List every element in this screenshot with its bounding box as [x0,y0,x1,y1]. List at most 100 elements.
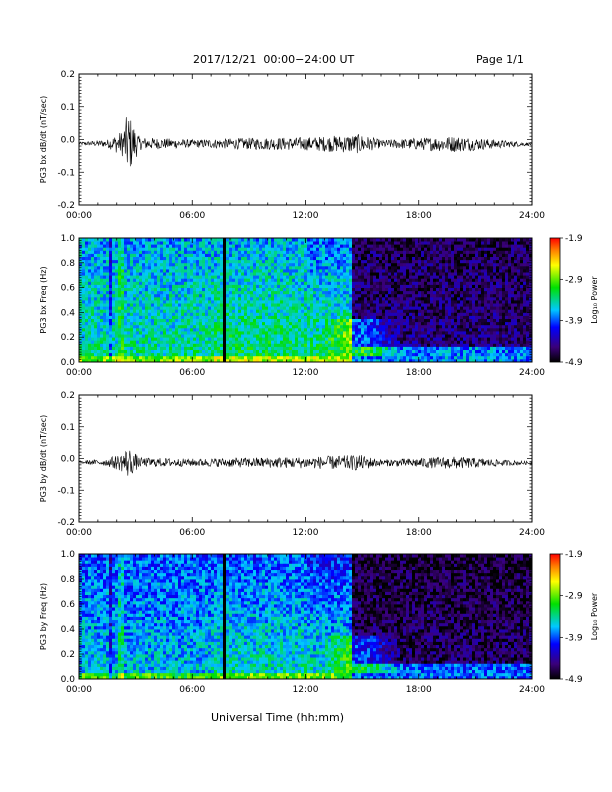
heatmap-cell [271,275,275,279]
heatmap-cell [163,358,167,363]
heatmap-cell [325,278,329,282]
heatmap-cell [172,253,176,257]
heatmap-cell [289,250,293,254]
heatmap-cell [268,259,272,264]
heatmap-cell [82,303,86,307]
heatmap-cell [433,355,437,360]
heatmap-cell [148,244,152,248]
heatmap-cell [142,244,146,248]
heatmap-cell [352,303,356,307]
heatmap-cell [208,272,212,276]
heatmap-cell [244,337,248,341]
heatmap-cell [193,321,197,326]
heatmap-cell [190,269,194,273]
heatmap-cell [349,272,353,276]
heatmap-cell [172,293,176,298]
heatmap-cell [193,250,197,254]
heatmap-cell [274,300,278,304]
heatmap-cell [100,250,104,254]
heatmap-cell [187,256,191,261]
heatmap-cell [340,247,344,251]
heatmap-cell [166,309,170,313]
heatmap-cell [157,312,161,316]
heatmap-cell [271,293,275,298]
heatmap-cell [382,287,386,292]
heatmap-cell [313,241,317,245]
heatmap-cell [79,259,83,264]
heatmap-cell [370,284,374,288]
heatmap-cell [370,355,374,360]
heatmap-cell [166,340,170,344]
heatmap-cell [124,309,128,313]
heatmap-cell [316,312,320,316]
heatmap-cell [217,241,221,245]
heatmap-cell [283,265,287,270]
heatmap-cell [397,278,401,282]
heatmap-cell [160,241,164,245]
heatmap-cell [226,303,230,307]
heatmap-cell [334,331,338,335]
heatmap-cell [211,262,215,267]
heatmap-cell [370,281,374,285]
heatmap-cell [427,343,431,347]
heatmap-cell [136,334,140,338]
heatmap-cell [112,349,116,354]
heatmap-cell [325,241,329,245]
heatmap-cell [379,253,383,257]
heatmap-cell [241,321,245,326]
heatmap-cell [358,284,362,288]
heatmap-cell [220,244,224,248]
heatmap-cell [370,293,374,298]
heatmap-cell [265,346,269,350]
heatmap-cell [235,358,239,363]
heatmap-cell [367,284,371,288]
heatmap-cell [301,278,305,282]
heatmap-cell [163,349,167,354]
heatmap-cell [277,303,281,307]
heatmap-cell [85,318,89,323]
heatmap-cell [106,247,110,251]
heatmap-cell [124,321,128,326]
heatmap-cell [208,340,212,344]
heatmap-cell [253,250,257,254]
heatmap-cell [223,309,227,313]
heatmap-cell [157,278,161,282]
heatmap-cell [142,265,146,270]
heatmap-cell [382,352,386,357]
heatmap-cell [385,244,389,248]
heatmap-cell [406,358,410,363]
heatmap-cell [124,269,128,273]
heatmap-cell [322,331,326,335]
heatmap-cell [226,343,230,347]
heatmap-cell [94,303,98,307]
heatmap-cell [247,337,251,341]
heatmap-cell [148,250,152,254]
heatmap-cell [235,278,239,282]
heatmap-cell [301,318,305,323]
heatmap-cell [430,309,434,313]
heatmap-cell [133,306,137,310]
heatmap-cell [262,269,266,273]
heatmap-cell [439,303,443,307]
heatmap-cell [331,300,335,304]
heatmap-cell [241,352,245,357]
heatmap-cell [262,275,266,279]
heatmap-cell [289,262,293,267]
heatmap-cell [409,296,413,301]
heatmap-cell [208,300,212,304]
heatmap-cell [274,349,278,354]
heatmap-cell [94,321,98,326]
heatmap-cell [208,315,212,319]
heatmap-cell [439,340,443,344]
heatmap-cell [406,269,410,273]
heatmap-cell [262,293,266,298]
heatmap-cell [91,250,95,254]
heatmap-cell [94,327,98,332]
heatmap-cell [115,318,119,323]
heatmap-cell [211,284,215,288]
heatmap-cell [427,265,431,270]
heatmap-cell [115,337,119,341]
heatmap-cell [226,340,230,344]
heatmap-cell [373,343,377,347]
heatmap-cell [409,241,413,245]
